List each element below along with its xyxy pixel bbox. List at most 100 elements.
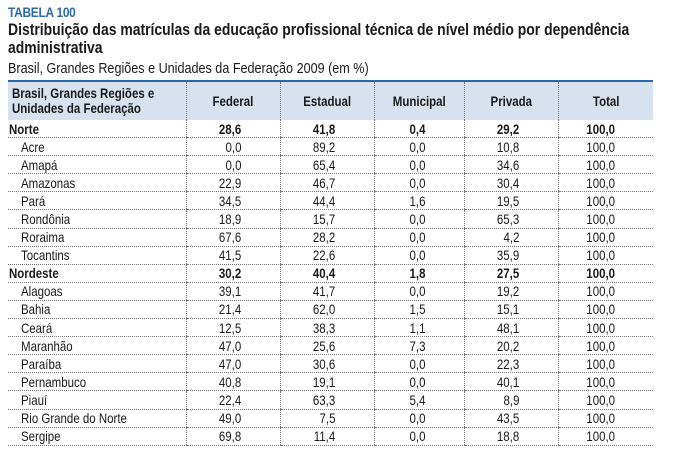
cell-estadual: 62,0: [279, 300, 374, 320]
column-header-region: Brasil, Grandes Regiões e Unidades da Fe…: [8, 81, 186, 120]
row-label: Piauí: [8, 390, 186, 410]
cell-privada: 20,2: [463, 336, 558, 356]
row-label: Amapá: [8, 155, 186, 175]
cell-estadual: 30,6: [279, 354, 374, 374]
cell-privada: 43,5: [463, 409, 558, 428]
cell-estadual: 28,2: [279, 228, 374, 247]
cell-privada: 34,6: [463, 155, 558, 175]
cell-privada: 19,5: [463, 191, 558, 211]
cell-federal: 0,0: [185, 155, 280, 175]
cell-estadual: 15,7: [279, 209, 374, 229]
cell-municipal: 1,8: [373, 264, 464, 283]
table-row: Pará 34,5 44,4 1,6 19,5 100,0: [8, 191, 653, 211]
cell-municipal: 0,0: [373, 282, 464, 301]
cell-municipal: 5,4: [373, 390, 464, 410]
cell-total: 100,0: [557, 372, 653, 392]
cell-estadual: 89,2: [279, 137, 374, 157]
table-row: Ceará 12,5 38,3 1,1 48,1 100,0: [8, 318, 653, 338]
region-row: Nordeste 30,2 40,4 1,8 27,5 100,0: [8, 264, 653, 283]
cell-total: 100,0: [557, 427, 653, 446]
cell-municipal: 0,0: [373, 409, 464, 428]
cell-privada: 4,2: [463, 228, 558, 247]
cell-estadual: 22,6: [279, 246, 374, 265]
cell-municipal: 0,0: [373, 372, 464, 392]
table-figure: TABELA 100 Distribuição das matrículas d…: [8, 4, 653, 446]
row-label: Sergipe: [8, 427, 186, 446]
row-label: Paraíba: [8, 354, 186, 374]
row-label: Alagoas: [8, 282, 186, 301]
row-label: Norte: [8, 120, 186, 139]
cell-municipal: 0,4: [373, 120, 464, 139]
table-row: Alagoas 39,1 41,7 0,0 19,2 100,0: [8, 282, 653, 301]
cell-municipal: 0,0: [373, 427, 464, 446]
row-label: Amazonas: [8, 173, 186, 193]
cell-total: 100,0: [557, 264, 653, 283]
cell-privada: 48,1: [463, 318, 558, 338]
data-table: Brasil, Grandes Regiões e Unidades da Fe…: [8, 80, 653, 446]
cell-privada: 29,2: [463, 120, 558, 139]
row-label: Maranhão: [8, 336, 186, 356]
cell-total: 100,0: [557, 300, 653, 320]
cell-municipal: 0,0: [373, 246, 464, 265]
row-label: Nordeste: [8, 264, 186, 283]
cell-federal: 12,5: [185, 318, 280, 338]
row-label: Bahia: [8, 300, 186, 320]
table-row: Amapá 0,0 65,4 0,0 34,6 100,0: [8, 155, 653, 175]
cell-federal: 39,1: [185, 282, 280, 301]
cell-municipal: 1,6: [373, 191, 464, 211]
cell-privada: 15,1: [463, 300, 558, 320]
cell-privada: 65,3: [463, 209, 558, 229]
cell-total: 100,0: [557, 409, 653, 428]
cell-estadual: 25,6: [279, 336, 374, 356]
row-label: Tocantins: [8, 246, 186, 265]
cell-privada: 22,3: [463, 354, 558, 374]
cell-municipal: 0,0: [373, 155, 464, 175]
cell-privada: 35,9: [463, 246, 558, 265]
cell-federal: 22,9: [185, 173, 280, 193]
cell-municipal: 7,3: [373, 336, 464, 356]
cell-municipal: 1,1: [373, 318, 464, 338]
cell-estadual: 19,1: [279, 372, 374, 392]
cell-total: 100,0: [557, 336, 653, 356]
cell-federal: 18,9: [185, 209, 280, 229]
cell-privada: 10,8: [463, 137, 558, 157]
table-title: Distribuição das matrículas da educação …: [8, 20, 630, 57]
table-subtitle: Brasil, Grandes Regiões e Unidades da Fe…: [8, 60, 369, 77]
cell-total: 100,0: [557, 246, 653, 265]
table-row: Maranhão 47,0 25,6 7,3 20,2 100,0: [8, 336, 653, 356]
cell-privada: 27,5: [463, 264, 558, 283]
row-label: Pernambuco: [8, 372, 186, 392]
table-label: TABELA 100: [8, 4, 76, 20]
cell-privada: 8,9: [463, 390, 558, 410]
column-header-estadual: Estadual: [279, 81, 374, 120]
cell-estadual: 41,7: [279, 282, 374, 301]
row-label: Pará: [8, 191, 186, 211]
table-row: Amazonas 22,9 46,7 0,0 30,4 100,0: [8, 173, 653, 193]
column-header-privada: Privada: [463, 81, 558, 120]
cell-estadual: 11,4: [279, 427, 374, 446]
cell-total: 100,0: [557, 390, 653, 410]
cell-estadual: 41,8: [279, 120, 374, 139]
region-row: Norte 28,6 41,8 0,4 29,2 100,0: [8, 120, 653, 139]
cell-estadual: 40,4: [279, 264, 374, 283]
table-row: Rio Grande do Norte 49,0 7,5 0,0 43,5 100,0: [8, 409, 653, 428]
cell-total: 100,0: [557, 209, 653, 229]
cell-municipal: 1,5: [373, 300, 464, 320]
cell-federal: 28,6: [185, 120, 280, 139]
row-label: Ceará: [8, 318, 186, 338]
table-row: Bahia 21,4 62,0 1,5 15,1 100,0: [8, 300, 653, 320]
cell-estadual: 46,7: [279, 173, 374, 193]
header-row: Brasil, Grandes Regiões e Unidades da Fe…: [8, 81, 653, 120]
table-row: Piauí 22,4 63,3 5,4 8,9 100,0: [8, 390, 653, 410]
row-label: Rondônia: [8, 209, 186, 229]
table-row: Roraima 67,6 28,2 0,0 4,2 100,0: [8, 228, 653, 247]
cell-federal: 47,0: [185, 354, 280, 374]
cell-total: 100,0: [557, 137, 653, 157]
cell-municipal: 0,0: [373, 228, 464, 247]
table-row: Acre 0,0 89,2 0,0 10,8 100,0: [8, 137, 653, 157]
cell-estadual: 7,5: [279, 409, 374, 428]
table-row: Tocantins 41,5 22,6 0,0 35,9 100,0: [8, 246, 653, 265]
cell-municipal: 0,0: [373, 354, 464, 374]
cell-municipal: 0,0: [373, 137, 464, 157]
table-row: Sergipe 69,8 11,4 0,0 18,8 100,0: [8, 427, 653, 446]
